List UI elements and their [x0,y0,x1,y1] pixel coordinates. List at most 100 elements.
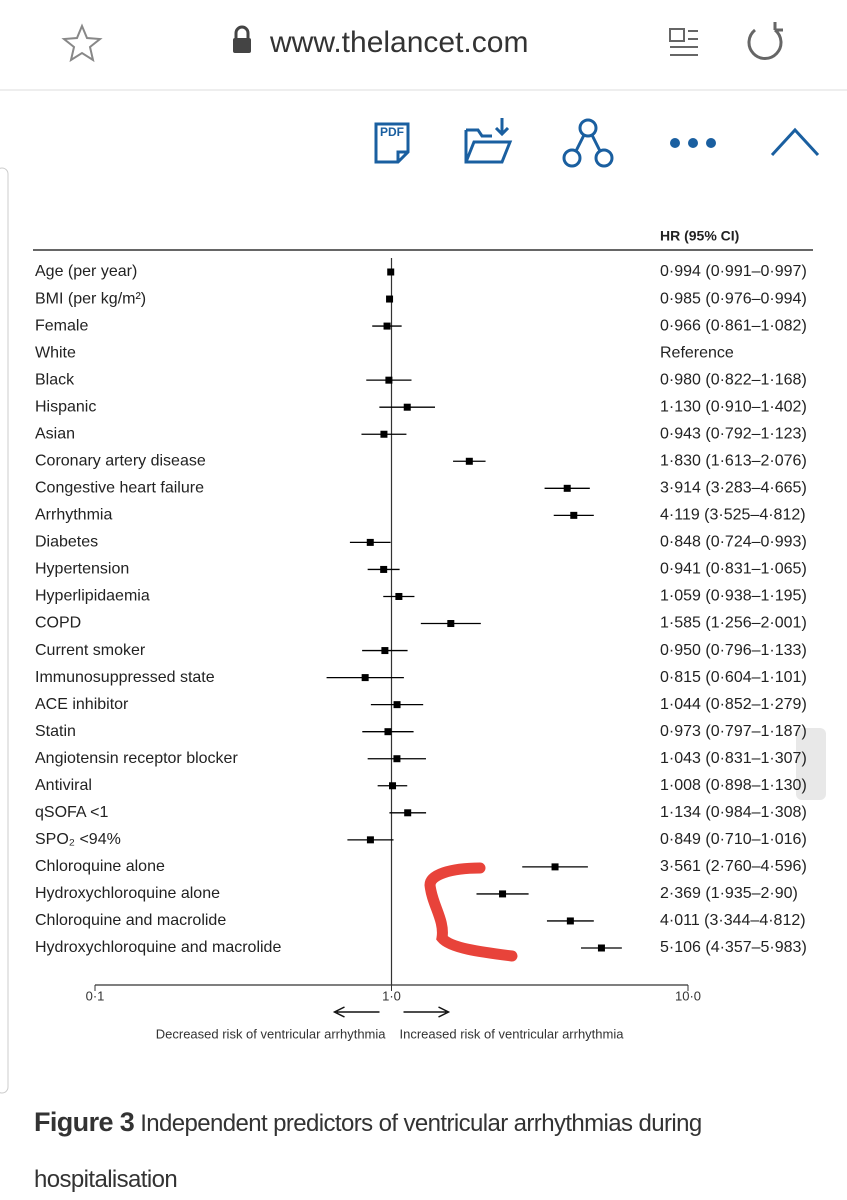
row-label: Age (per year) [35,263,137,280]
row-label: Statin [35,723,76,740]
more-button[interactable] [670,138,716,148]
row-label: Congestive heart failure [35,480,204,497]
hr-point [384,728,392,736]
hr-label: 1·134 (0·984–1·308) [660,804,807,821]
hr-label: 0·985 (0·976–0·994) [660,290,807,307]
hr-label: 0·966 (0·861–1·082) [660,317,807,334]
right-axis-label: Increased risk of ventricular arrhythmia [400,1026,625,1041]
collapse-button[interactable] [770,127,820,157]
hr-point [597,944,605,952]
row-label: Antiviral [35,777,92,794]
row-label: Diabetes [35,534,98,551]
arrow-left [332,1006,380,1018]
share-button[interactable] [562,118,614,168]
hr-label: 4·011 (3·344–4·812) [660,912,806,929]
hr-label: 1·059 (0·938–1·195) [660,588,807,605]
reader-icon[interactable] [669,28,698,56]
row-label: Immunosuppressed state [35,669,215,686]
row-label: Chloroquine alone [35,858,165,875]
hr-point [381,647,389,655]
hr-point [380,430,388,438]
hr-label: 1·130 (0·910–1·402) [660,398,807,415]
download-button[interactable] [464,118,513,164]
hr-point [366,836,374,844]
hr-point [386,295,394,303]
hr-label: 0·973 (0·797–1·187) [660,723,807,740]
hr-label: 1·008 (0·898–1·130) [660,777,807,794]
hr-label: 0·943 (0·792–1·123) [660,425,807,442]
hr-point [380,565,388,573]
hr-point [361,674,369,682]
hr-label: 1·585 (1·256–2·001) [660,615,807,632]
scroll-handle[interactable] [796,728,826,800]
figure-label: Figure 3 [34,1107,135,1137]
card-edge [0,167,9,1094]
hr-label: Reference [660,344,734,361]
row-label: BMI (per kg/m²) [35,290,146,307]
row-label: Hypertension [35,561,129,578]
hr-label: 1·044 (0·852–1·279) [660,696,807,713]
hr-point [563,484,571,492]
hr-label: 0·849 (0·710–1·016) [660,831,807,848]
pdf-label: PDF [380,125,404,139]
x-tick-label: 1·0 [382,988,401,1003]
x-tick-label: 10·0 [675,988,701,1003]
hr-label: 0·815 (0·604–1·101) [660,669,807,686]
row-label: Hydroxychloroquine alone [35,885,220,902]
arrow-right [403,1006,451,1018]
hr-label: 3·561 (2·760–4·596) [660,858,807,875]
hr-point [393,701,401,709]
x-tick-label: 0·1 [86,988,105,1003]
hr-point [383,322,391,330]
hr-point [389,782,397,790]
hr-label: 0·848 (0·724–0·993) [660,534,807,551]
figure-title: Independent predictors of ventricular ar… [34,1110,702,1193]
row-label: SPO₂ <94% [35,831,121,848]
hr-point [395,592,403,600]
row-label: Hydroxychloroquine and macrolide [35,939,281,956]
row-label: Current smoker [35,642,146,659]
hr-point [387,268,395,276]
row-label: Hyperlipidaemia [35,588,150,605]
hr-label: 0·994 (0·991–0·997) [660,263,807,280]
row-label: Black [35,371,75,388]
bookmark-star[interactable] [61,23,103,63]
hr-point [499,890,507,898]
figure-caption: Figure 3 Independent predictors of ventri… [34,1094,824,1200]
lock-icon [233,25,251,53]
hr-label: 4·119 (3·525–4·812) [660,507,806,524]
hr-point [551,863,559,871]
hr-point [403,403,411,411]
hr-point [385,376,393,384]
hr-label: 3·914 (3·283–4·665) [660,480,807,497]
row-label: Chloroquine and macrolide [35,912,226,929]
row-label: Female [35,317,88,334]
url[interactable]: www.thelancet.com [269,26,528,59]
row-label: Coronary artery disease [35,452,206,469]
annotation-bracket [424,862,518,962]
hr-point [566,917,574,925]
row-label: COPD [35,615,81,632]
hr-point [465,457,473,465]
ci-header: HR (95% CI) [660,228,739,244]
reload-icon[interactable] [747,22,783,60]
row-label: ACE inhibitor [35,696,129,713]
hr-point [366,538,374,546]
hr-point [404,809,412,817]
hr-label: 1·043 (0·831–1·307) [660,750,807,767]
row-label: White [35,344,76,361]
left-axis-label: Decreased risk of ventricular arrhythmia [156,1026,387,1041]
pdf-button[interactable]: PDF [374,122,410,164]
row-label: Angiotensin receptor blocker [35,750,238,767]
hr-label: 0·950 (0·796–1·133) [660,642,807,659]
hr-point [570,511,578,519]
row-label: Arrhythmia [35,507,112,524]
address-bar [0,0,847,90]
row-label: Hispanic [35,398,96,415]
hr-point [447,620,455,628]
hr-label: 0·980 (0·822–1·168) [660,371,807,388]
hr-label: 1·830 (1·613–2·076) [660,452,807,469]
hr-point [393,755,401,763]
